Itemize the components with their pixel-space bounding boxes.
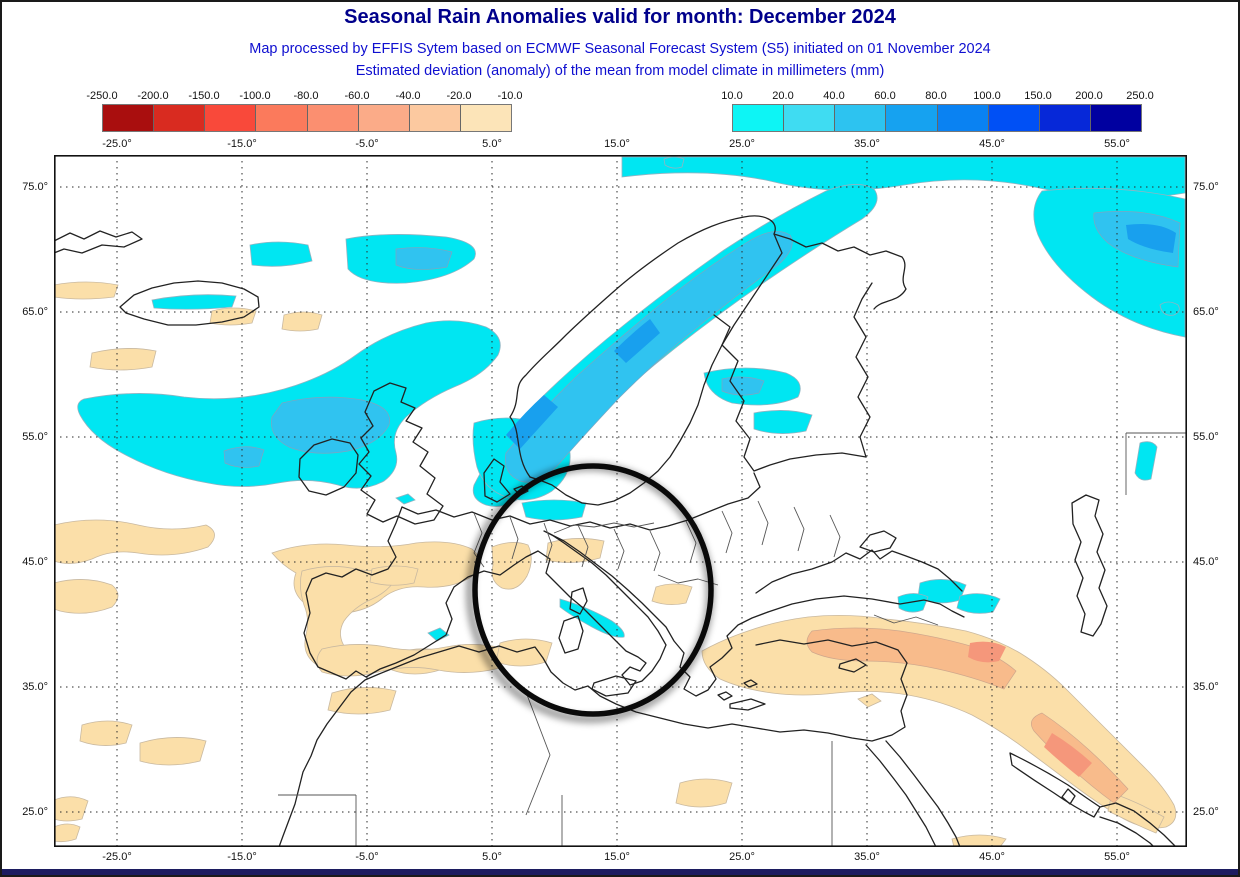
legend-color-cell [1090,105,1141,131]
legend-boundary-labels: -250.0 -200.0 -150.0 -100.0 -80.0 -60.0 -40.0 -… [86,90,522,103]
lon-tick-label-top: -5.0° [355,138,379,150]
lat-tick-label-left: 25.0° [22,806,48,818]
legend-color-cell [784,105,836,131]
footer-bar [2,869,1238,875]
legend-boundary-label: 10.0 [721,90,743,102]
legend-colorbar [732,104,1142,132]
legend-color-cell [937,105,989,131]
lat-tick-label-right: 55.0° [1193,431,1219,443]
legend-boundary-label: 200.0 [1075,90,1103,102]
legend-boundary-label: -10.0 [497,90,523,102]
legend-color-cell [205,105,257,131]
legend-boundary-label: 150.0 [1024,90,1052,102]
legend-boundary-label: 20.0 [772,90,794,102]
legend-boundary-labels: 10.0 20.0 40.0 60.0 80.0 100.0 150.0 200.0 250.0 [721,90,1153,103]
graticule-gridlines [54,155,1187,847]
lat-tick-label-right: 35.0° [1193,681,1219,693]
legend-color-cell [733,105,785,131]
lon-tick-label-top: 45.0° [979,138,1005,150]
legend-positive-scale: 10.0 20.0 40.0 60.0 80.0 100.0 150.0 200.0 250.0 [721,90,1154,132]
legend-color-cell [409,105,461,131]
lat-tick-label-left: 75.0° [22,181,48,193]
lat-tick-label-right: 25.0° [1193,806,1219,818]
lon-tick-label-top: 25.0° [729,138,755,150]
lon-tick-label-top: 55.0° [1104,138,1130,150]
lon-tick-label-bottom: 45.0° [979,851,1005,863]
page-title: Seasonal Rain Anomalies valid for month:… [344,6,896,28]
legend-boundary-label: 80.0 [925,90,947,102]
lon-tick-label-bottom: 55.0° [1104,851,1130,863]
legend-boundary-label: -60.0 [344,90,370,102]
legend-boundary-label: -200.0 [137,90,169,102]
legend-boundary-label: -150.0 [188,90,220,102]
lon-tick-label-top: 35.0° [854,138,880,150]
lon-tick-label-bottom: -25.0° [102,851,132,863]
legend-boundary-label: 60.0 [874,90,896,102]
legend-color-cell [1039,105,1091,131]
legend-color-cell [256,105,308,131]
dry-anomaly-regions [54,281,1177,847]
legend-boundary-label: -20.0 [446,90,472,102]
lat-tick-label-right: 75.0° [1193,181,1219,193]
lon-tick-label-bottom: 15.0° [604,851,630,863]
legend-boundary-label: 40.0 [823,90,845,102]
lon-tick-label-bottom: 35.0° [854,851,880,863]
lon-tick-label-bottom: -15.0° [227,851,257,863]
lon-tick-label-bottom: 5.0° [482,851,502,863]
lat-tick-label-left: 55.0° [22,431,48,443]
lat-tick-label-left: 35.0° [22,681,48,693]
legend-boundary-label: -40.0 [395,90,421,102]
wet-anomaly-regions [77,156,1186,642]
highlight-ellipse [465,462,715,724]
legend-boundary-label: -250.0 [86,90,118,102]
legend-color-cell [886,105,938,131]
legend-color-cell [835,105,887,131]
map-frame [54,155,1187,847]
subtitle-units-info: Estimated deviation (anomaly) of the mea… [355,63,885,79]
lon-tick-label-bottom: 25.0° [729,851,755,863]
legend-color-cell [103,105,155,131]
lat-tick-label-right: 45.0° [1193,556,1219,568]
lon-tick-label-top: 5.0° [482,138,502,150]
map-canvas [54,155,1187,847]
lon-tick-label-top: -15.0° [227,138,257,150]
legend-color-cell [358,105,410,131]
subtitle-processing-info: Map processed by EFFIS Sytem based on EC… [249,41,991,57]
legend-color-cell [460,105,511,131]
legend-colorbar [102,104,512,132]
legend-boundary-label: -80.0 [293,90,319,102]
legend-color-cell [307,105,359,131]
legend-boundary-label: -100.0 [239,90,271,102]
anomaly-map [54,155,1187,847]
legend-color-cell [154,105,206,131]
lat-tick-label-right: 65.0° [1193,306,1219,318]
lat-tick-label-left: 45.0° [22,556,48,568]
lon-tick-label-bottom: -5.0° [355,851,379,863]
legend-negative-scale: -250.0 -200.0 -150.0 -100.0 -80.0 -60.0 -40.0 -… [86,90,523,132]
legend-color-cell [988,105,1040,131]
legend-boundary-label: 250.0 [1126,90,1154,102]
legend-boundary-label: 100.0 [973,90,1001,102]
lon-tick-label-top: -25.0° [102,138,132,150]
lat-tick-label-left: 65.0° [22,306,48,318]
lon-tick-label-top: 15.0° [604,138,630,150]
